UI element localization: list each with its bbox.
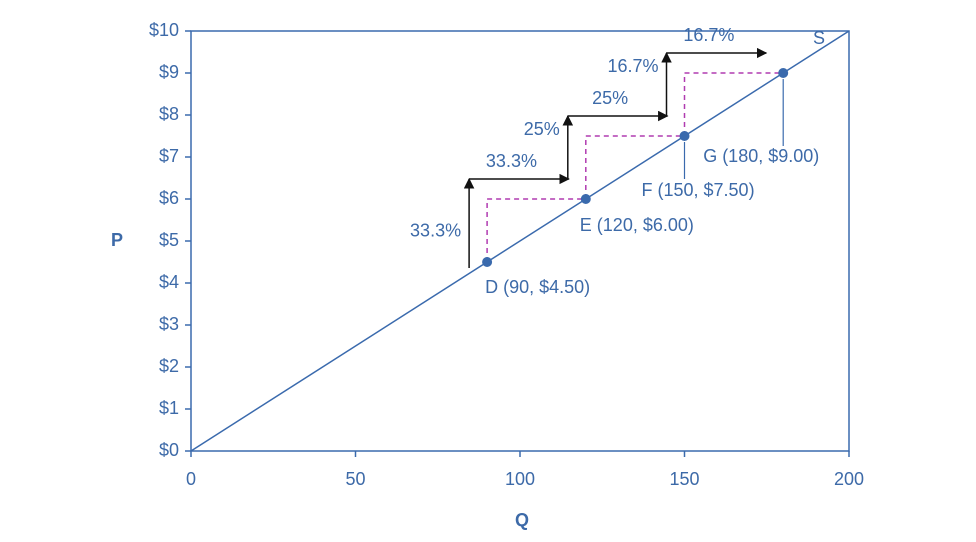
x-tick-label: 50 [345, 469, 365, 489]
guide-step [486, 198, 586, 262]
y-tick-label: $10 [149, 20, 179, 40]
guide-step [683, 72, 784, 136]
y-tick-label: $8 [159, 104, 179, 124]
run-label: 25% [592, 88, 628, 108]
x-tick-label: 0 [186, 469, 196, 489]
y-tick-label: $2 [159, 356, 179, 376]
rise-label: 16.7% [607, 56, 658, 76]
rise-label: 25% [524, 119, 560, 139]
rise-label: 33.3% [410, 220, 461, 240]
point-label: D (90, $4.50) [485, 277, 590, 297]
y-tick-label: $5 [159, 230, 179, 250]
guide-step [585, 135, 685, 199]
y-tick-label: $3 [159, 314, 179, 334]
series-label: S [813, 28, 825, 48]
point-label: G (180, $9.00) [703, 146, 819, 166]
run-label: 16.7% [683, 25, 734, 45]
data-point [580, 194, 591, 204]
x-tick-label: 150 [669, 469, 699, 489]
y-tick-label: $4 [159, 272, 179, 292]
run-label: 33.3% [486, 151, 537, 171]
y-tick-label: $0 [159, 440, 179, 460]
y-tick-label: $6 [159, 188, 179, 208]
data-point [679, 131, 690, 141]
y-tick-label: $7 [159, 146, 179, 166]
point-label: E (120, $6.00) [580, 215, 694, 235]
x-tick-label: 200 [834, 469, 864, 489]
y-tick-label: $9 [159, 62, 179, 82]
supply-line [190, 30, 850, 452]
x-axis-label: Q [515, 510, 529, 530]
data-point [778, 68, 789, 78]
y-tick-label: $1 [159, 398, 179, 418]
x-tick-label: 100 [505, 469, 535, 489]
y-axis-label: P [111, 230, 123, 250]
point-label: F (150, $7.50) [642, 180, 755, 200]
data-point [482, 257, 493, 267]
